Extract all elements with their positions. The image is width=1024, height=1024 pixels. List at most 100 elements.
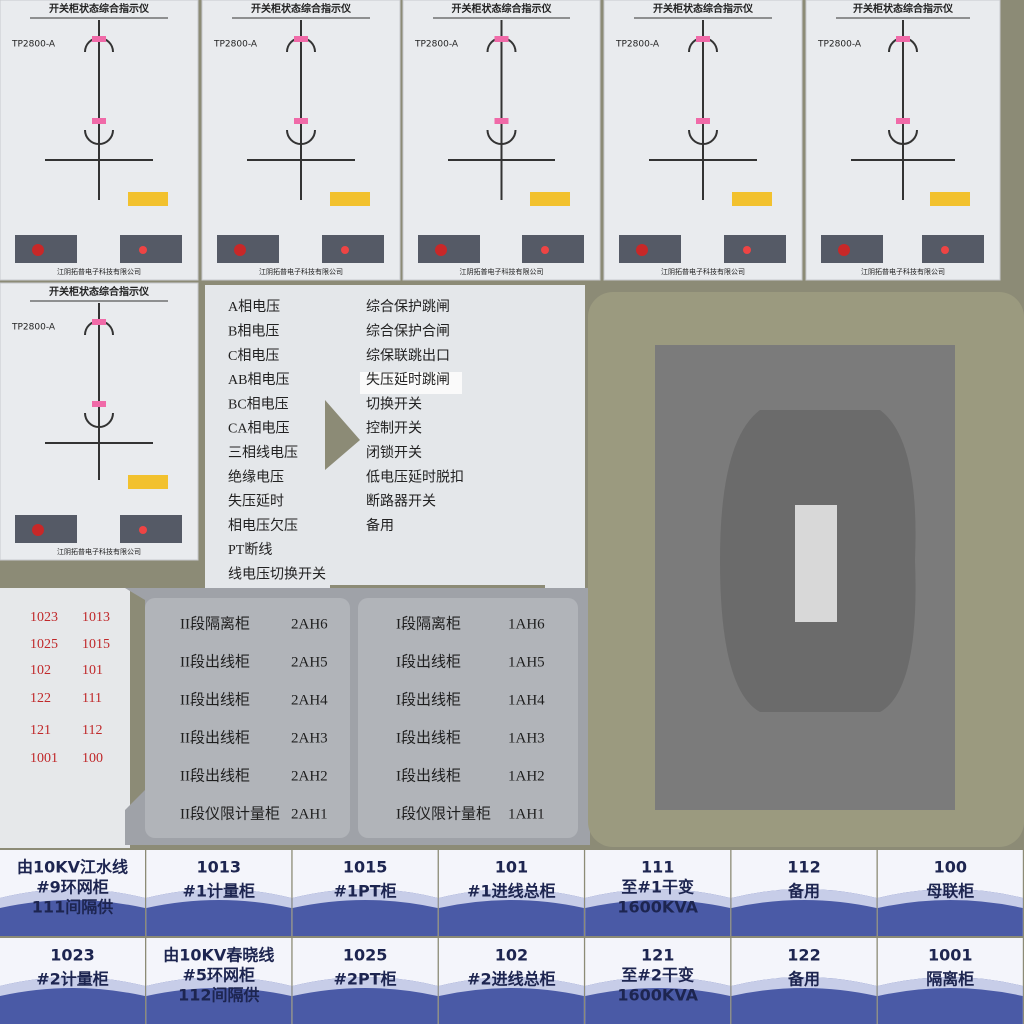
- label: BC相电压: [228, 396, 289, 412]
- lamp: [139, 246, 147, 254]
- tile-text: 由10KV春晓线: [163, 946, 274, 965]
- panel-title: 开关柜状态综合指示仪: [49, 285, 150, 298]
- lamp: [341, 246, 349, 254]
- tile-text: 备用: [787, 970, 820, 989]
- tile-wave-light: [585, 889, 731, 908]
- panel-maker: 江阴拓普电子科技有限公司: [57, 547, 141, 556]
- tile-text: #2计量柜: [36, 970, 109, 989]
- tile-wave-light: [438, 889, 584, 908]
- cabinet: I段隔离柜: [396, 615, 461, 632]
- cabinet: 2AH6: [291, 616, 328, 632]
- button: [636, 244, 648, 256]
- label: 综保联跳出口: [366, 348, 450, 364]
- tile-text: #5环网柜: [183, 966, 256, 985]
- code: 1023: [30, 610, 58, 625]
- tile-text: 1001: [928, 946, 973, 965]
- code: 111: [82, 691, 102, 706]
- button: [234, 244, 246, 256]
- label: 失压延时: [228, 494, 284, 510]
- button-box: [120, 515, 182, 543]
- label: 绝缘电压: [228, 469, 284, 485]
- cabinet: 1AH1: [508, 806, 545, 822]
- panel-title: 开关柜状态综合指示仪: [853, 2, 954, 15]
- panel-maker: 江阴拓普电子科技有限公司: [861, 267, 945, 276]
- code: 101: [82, 663, 103, 678]
- panel-model: TP2800-A: [615, 40, 660, 50]
- tile-text: 1025: [343, 946, 388, 965]
- cabinet: 1AH4: [508, 692, 545, 708]
- tile-text: #1进线总柜: [467, 882, 556, 901]
- switch: [688, 129, 718, 145]
- tile-wave-light: [877, 889, 1023, 908]
- panel-title: 开关柜状态综合指示仪: [653, 2, 754, 15]
- tile-wave-light: [292, 977, 438, 996]
- button-box: [15, 235, 77, 263]
- button-box: [15, 515, 77, 543]
- indicator: [92, 118, 106, 124]
- cabinet: II段出线柜: [180, 691, 250, 708]
- label: 综合保护合闸: [366, 324, 450, 340]
- cabinet: 2AH3: [291, 730, 328, 746]
- button-box: [522, 235, 584, 263]
- tile-text: 至#2干变: [621, 966, 694, 985]
- indicator: [92, 36, 106, 42]
- label-area: [205, 285, 585, 600]
- cabinet: II段出线柜: [180, 653, 250, 670]
- tile-text: 100: [934, 858, 967, 877]
- led-box: [128, 192, 168, 206]
- notch: [325, 400, 360, 470]
- label: 综合保护跳闸: [366, 299, 450, 315]
- label: AB相电压: [228, 372, 289, 388]
- code: 100: [82, 751, 103, 766]
- label: 切换开关: [366, 395, 422, 412]
- label: PT断线: [228, 542, 272, 558]
- tile-text: 母联柜: [926, 882, 974, 901]
- code-area: [0, 588, 130, 848]
- tile-text: 隔离柜: [926, 970, 974, 989]
- led-box: [530, 192, 570, 206]
- table-box: [358, 598, 578, 838]
- cabinet: 2AH5: [291, 654, 328, 670]
- tile-wave-light: [146, 977, 292, 996]
- lamp: [941, 246, 949, 254]
- tile-text: 1600KVA: [617, 986, 698, 1005]
- tile-text: #1PT柜: [334, 882, 397, 901]
- panel-model: TP2800-A: [11, 323, 56, 333]
- code: 1001: [30, 751, 58, 766]
- cabinet: 2AH4: [291, 692, 328, 708]
- led-box: [128, 475, 168, 489]
- led-box: [330, 192, 370, 206]
- tile-wave-light: [877, 977, 1023, 996]
- indicator: [294, 36, 308, 42]
- panel-title: 开关柜状态综合指示仪: [49, 2, 150, 15]
- tile-text: 由10KV江水线: [17, 858, 128, 877]
- panel-title: 开关柜状态综合指示仪: [452, 2, 553, 15]
- tile-wave-light: [146, 889, 292, 908]
- tile-wave-light: [731, 977, 877, 996]
- tile-text: 至#1干变: [621, 878, 694, 897]
- label: 三相线电压: [228, 445, 298, 461]
- tile-text: 1013: [197, 858, 242, 877]
- tile-text: 102: [495, 946, 528, 965]
- indicator: [294, 118, 308, 124]
- tile-text: 111间隔供: [32, 898, 113, 917]
- panel-maker: 江阴拓普电子科技有限公司: [661, 267, 745, 276]
- led-box: [732, 192, 772, 206]
- button-box: [418, 235, 480, 263]
- tile-text: 112间隔供: [178, 986, 259, 1005]
- tile-wave-light: [731, 889, 877, 908]
- label: 控制开关: [366, 421, 422, 437]
- panel-model: TP2800-A: [213, 40, 258, 50]
- tile-text: #2PT柜: [334, 970, 397, 989]
- button-box: [322, 235, 384, 263]
- tile-text: 备用: [787, 882, 820, 901]
- tile-wave-light: [438, 977, 584, 996]
- switch: [888, 129, 918, 145]
- switch: [286, 129, 316, 145]
- cabinet: II段仪限计量柜: [180, 805, 280, 822]
- tile-text: 1600KVA: [617, 898, 698, 917]
- label: 闭锁开关: [366, 445, 422, 461]
- label: 备用: [366, 517, 394, 534]
- panel-model: TP2800-A: [414, 40, 459, 50]
